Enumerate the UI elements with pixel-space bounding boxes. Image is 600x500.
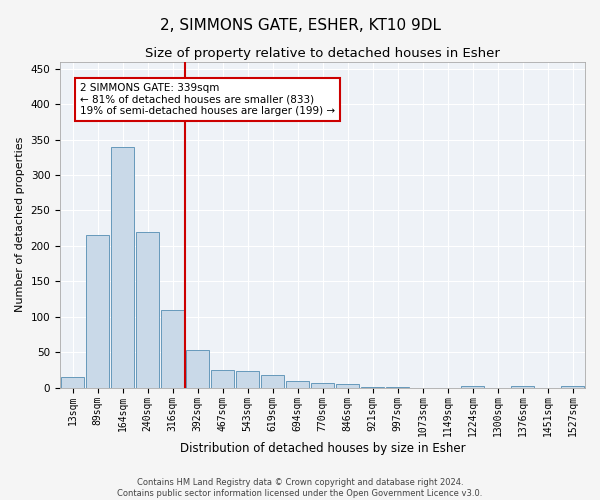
Bar <box>386 387 409 388</box>
Bar <box>461 386 484 388</box>
Bar <box>561 386 584 388</box>
Text: Contains HM Land Registry data © Crown copyright and database right 2024.
Contai: Contains HM Land Registry data © Crown c… <box>118 478 482 498</box>
Bar <box>236 372 259 388</box>
Bar <box>61 377 84 388</box>
Title: Size of property relative to detached houses in Esher: Size of property relative to detached ho… <box>145 48 500 60</box>
Bar <box>86 236 109 388</box>
Y-axis label: Number of detached properties: Number of detached properties <box>15 137 25 312</box>
Bar <box>286 382 309 388</box>
Text: 2, SIMMONS GATE, ESHER, KT10 9DL: 2, SIMMONS GATE, ESHER, KT10 9DL <box>160 18 440 32</box>
Bar <box>511 386 534 388</box>
Bar <box>161 310 184 388</box>
Bar <box>111 146 134 388</box>
Text: 2 SIMMONS GATE: 339sqm
← 81% of detached houses are smaller (833)
19% of semi-de: 2 SIMMONS GATE: 339sqm ← 81% of detached… <box>80 83 335 116</box>
Bar <box>361 387 384 388</box>
Bar <box>211 370 234 388</box>
X-axis label: Distribution of detached houses by size in Esher: Distribution of detached houses by size … <box>180 442 466 455</box>
Bar <box>136 232 159 388</box>
Bar <box>261 375 284 388</box>
Bar <box>336 384 359 388</box>
Bar <box>311 382 334 388</box>
Bar <box>186 350 209 388</box>
